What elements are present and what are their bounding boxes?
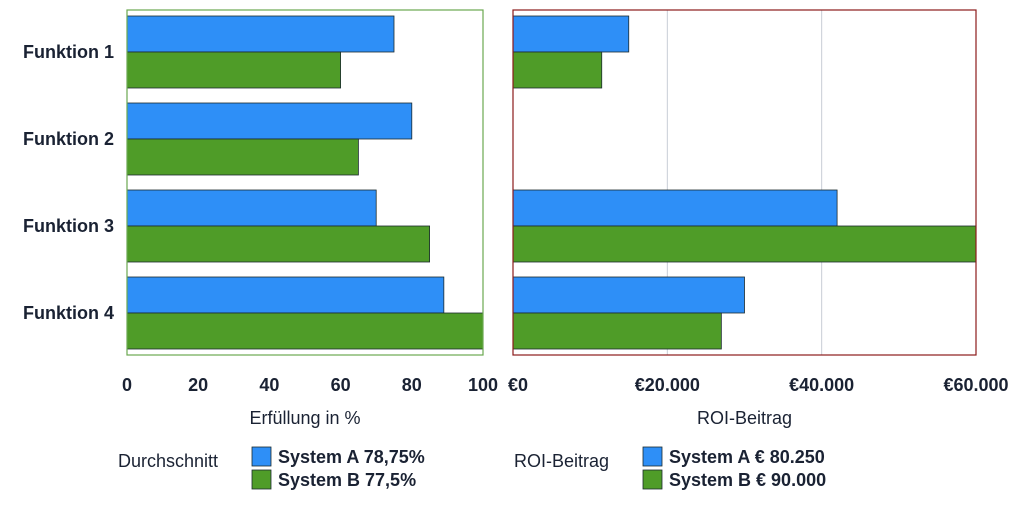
bar-system-a	[512, 276, 745, 314]
tick-label: €0	[508, 375, 528, 395]
category-label: Funktion 1	[23, 42, 114, 62]
bar-system-b	[512, 51, 603, 89]
bar-system-b	[512, 312, 722, 350]
bar-system-a	[126, 189, 377, 227]
category-label: Funktion 3	[23, 216, 114, 236]
roi-chart: €0 €20.000 €40.000 €60.000 ROI-Beitrag ROI-Be…	[508, 9, 1009, 490]
bar-system-a	[126, 276, 445, 314]
legend-swatch	[251, 469, 272, 490]
tick-label: 60	[331, 375, 351, 395]
x-axis-label: Erfüllung in %	[249, 408, 360, 428]
bar-system-b	[126, 51, 342, 89]
bar-system-b	[126, 138, 359, 176]
bar-system-b	[126, 312, 484, 350]
legend-swatch	[251, 446, 272, 467]
tick-label: €60.000	[943, 375, 1008, 395]
plot-frame	[126, 9, 484, 356]
bar-system-a	[126, 15, 395, 53]
tick-label: 40	[259, 375, 279, 395]
legend-swatch	[642, 446, 663, 467]
bar-system-b	[512, 225, 977, 263]
legend-title: ROI-Beitrag	[514, 451, 609, 471]
plot-frame	[512, 9, 977, 356]
bar-system-a	[512, 189, 838, 227]
category-label: Funktion 2	[23, 129, 114, 149]
x-axis-label: ROI-Beitrag	[697, 408, 792, 428]
tick-label: 80	[402, 375, 422, 395]
legend-label: System A € 80.250	[669, 447, 825, 467]
legend-swatch	[642, 469, 663, 490]
tick-label: €20.000	[635, 375, 700, 395]
tick-label: 0	[122, 375, 132, 395]
bar-system-a	[126, 102, 413, 140]
bar-system-b	[126, 225, 431, 263]
tick-label: 20	[188, 375, 208, 395]
legend-label: System A 78,75%	[278, 447, 425, 467]
legend-label: System B 77,5%	[278, 470, 416, 490]
category-label: Funktion 4	[23, 303, 114, 323]
legend-label: System B € 90.000	[669, 470, 826, 490]
fulfillment-chart: Funktion 1 Funktion 2 Funktion 3 Funktion 4…	[23, 9, 498, 490]
bar-system-a	[512, 15, 630, 53]
tick-label: 100	[468, 375, 498, 395]
legend-title: Durchschnitt	[118, 451, 218, 471]
tick-label: €40.000	[789, 375, 854, 395]
